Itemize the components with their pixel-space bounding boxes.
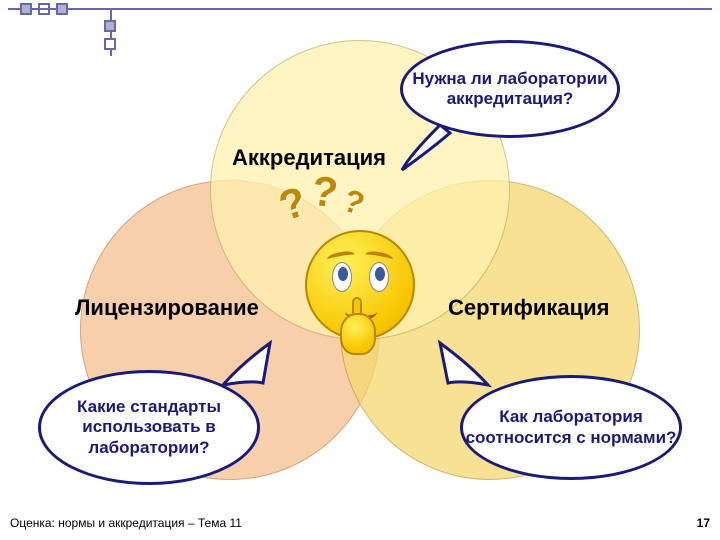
emoji-pupil — [375, 267, 385, 281]
speech-bubble-top: Нужна ли лаборатории аккредитация? — [400, 40, 620, 138]
slide-top-border — [8, 8, 712, 10]
decor-square — [104, 38, 116, 50]
venn-label-left: Лицензирование — [75, 295, 259, 321]
emoji-eye — [369, 262, 389, 292]
speech-bubble-text: Нужна ли лаборатории аккредитация? — [403, 69, 617, 110]
emoji-hand — [340, 313, 376, 355]
speech-bubble-text: Какие стандарты использовать в лаборатор… — [41, 397, 257, 458]
footer-text: Оценка: нормы и аккредитация – Тема 11 — [10, 516, 242, 530]
speech-bubble-text: Как лаборатория соотносится с нормами? — [463, 407, 679, 448]
decor-square — [104, 20, 116, 32]
venn-label-top: Аккредитация — [232, 145, 386, 171]
decor-square — [20, 3, 32, 15]
speech-bubble-right: Как лаборатория соотносится с нормами? — [460, 375, 682, 480]
emoji-pupil — [338, 267, 348, 281]
thinking-emoji-icon — [290, 215, 430, 355]
decor-square — [56, 3, 68, 15]
emoji-eye — [332, 262, 352, 292]
venn-label-right: Сертификация — [448, 295, 609, 321]
speech-bubble-left: Какие стандарты использовать в лаборатор… — [38, 370, 260, 485]
slide-footer: Оценка: нормы и аккредитация – Тема 11 1… — [10, 516, 710, 530]
page-number: 17 — [697, 516, 710, 530]
bubble-tail-right — [430, 335, 500, 395]
decor-square — [38, 3, 50, 15]
